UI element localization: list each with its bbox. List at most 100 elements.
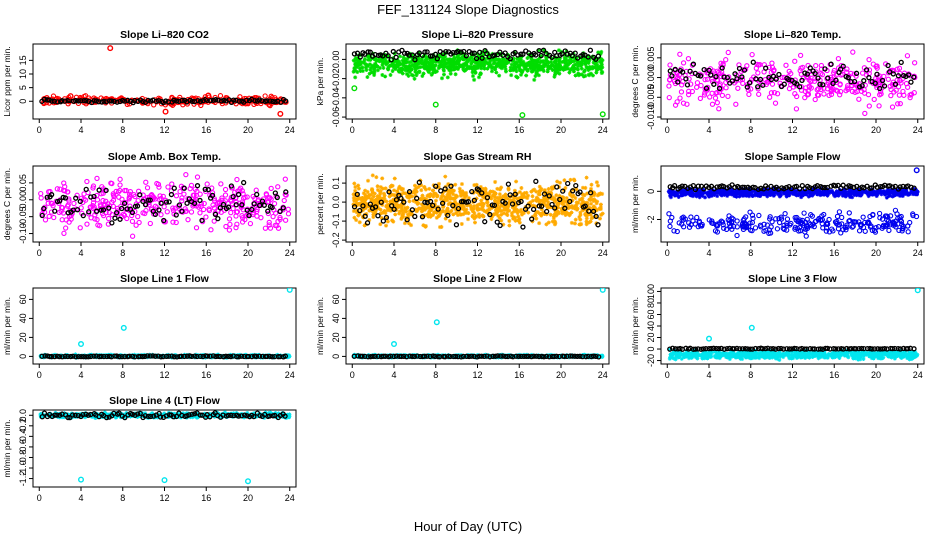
data-point [427, 212, 432, 217]
data-point [722, 187, 727, 192]
mean-point [502, 200, 508, 206]
data-point [468, 55, 473, 60]
outlier-point [162, 108, 169, 115]
data-point [514, 192, 519, 197]
data-point [396, 62, 401, 67]
data-point [587, 73, 592, 78]
mean-point [799, 77, 805, 83]
x-tick-label: 20 [243, 125, 253, 135]
data-point [533, 212, 538, 217]
data-point [160, 193, 166, 200]
mean-point [173, 98, 180, 104]
x-tick-label: 20 [556, 125, 566, 135]
mean-point [367, 201, 373, 207]
data-point [600, 70, 605, 75]
data-point [597, 59, 602, 64]
data-point [266, 219, 272, 226]
mean-point [695, 72, 701, 79]
data-point [493, 179, 498, 184]
data-point [579, 72, 584, 77]
data-point [508, 68, 513, 73]
data-point [685, 56, 692, 62]
data-point [385, 60, 390, 65]
mean-point [56, 198, 63, 204]
data-point [794, 93, 800, 100]
data-point [568, 199, 573, 204]
mean-point [44, 194, 50, 200]
data-point [170, 205, 176, 211]
panel-title: Slope Amb. Box Temp. [108, 151, 221, 163]
data-point [683, 189, 688, 194]
data-point [420, 207, 425, 212]
data-point [496, 57, 501, 62]
data-point [515, 75, 520, 80]
data-point [393, 212, 398, 217]
data-point [510, 213, 515, 218]
data-point [490, 214, 495, 219]
data-point [413, 189, 418, 194]
data-point [161, 204, 167, 210]
data-point [667, 188, 672, 193]
data-point [404, 72, 409, 77]
mean-point [817, 81, 823, 87]
y-axis-label: degrees C per min. [630, 45, 640, 117]
data-point [475, 51, 480, 56]
x-tick-label: 24 [598, 125, 608, 135]
mean-point [781, 81, 787, 87]
data-point [535, 58, 540, 63]
data-point [422, 204, 427, 209]
data-point [876, 78, 883, 84]
data-point [253, 187, 259, 193]
data-point [420, 73, 425, 78]
data-point [493, 67, 498, 72]
data-point [66, 198, 72, 204]
data-point [588, 65, 593, 70]
mean-point [520, 224, 526, 230]
data-point [493, 191, 498, 196]
data-point [502, 57, 507, 62]
data-point [821, 189, 826, 194]
data-point [507, 223, 512, 228]
data-point [740, 217, 746, 223]
data-point [475, 203, 480, 208]
data-point [667, 218, 673, 224]
data-point [370, 188, 375, 193]
data-point [682, 187, 687, 192]
data-point [353, 185, 358, 190]
data-point [450, 188, 455, 193]
data-point [426, 61, 431, 66]
mean-point [80, 212, 86, 219]
data-point [351, 69, 356, 74]
mean-point [822, 184, 828, 191]
mean-point [692, 186, 699, 193]
data-point [804, 192, 809, 197]
data-point [850, 49, 856, 55]
data-point [563, 185, 568, 190]
data-point [514, 179, 519, 184]
data-point [365, 75, 370, 80]
data-point [595, 193, 600, 198]
mean-point [427, 198, 434, 205]
data-point [516, 214, 521, 219]
data-point [436, 181, 441, 186]
mean-point [471, 50, 477, 56]
mean-point [507, 56, 513, 62]
data-point [487, 64, 492, 69]
mean-point [497, 49, 503, 55]
data-point [888, 92, 894, 99]
data-point [406, 212, 411, 217]
data-point [811, 190, 816, 195]
data-point [536, 48, 541, 53]
data-point [374, 175, 379, 180]
data-point [489, 69, 494, 74]
data-point [282, 217, 289, 223]
data-point [129, 233, 136, 239]
data-point [566, 58, 571, 63]
data-point [395, 190, 400, 195]
mean-point [272, 190, 278, 196]
data-point [869, 227, 876, 233]
data-point [583, 61, 588, 66]
data-point [505, 60, 510, 65]
data-point [371, 214, 376, 219]
data-point [531, 58, 536, 63]
